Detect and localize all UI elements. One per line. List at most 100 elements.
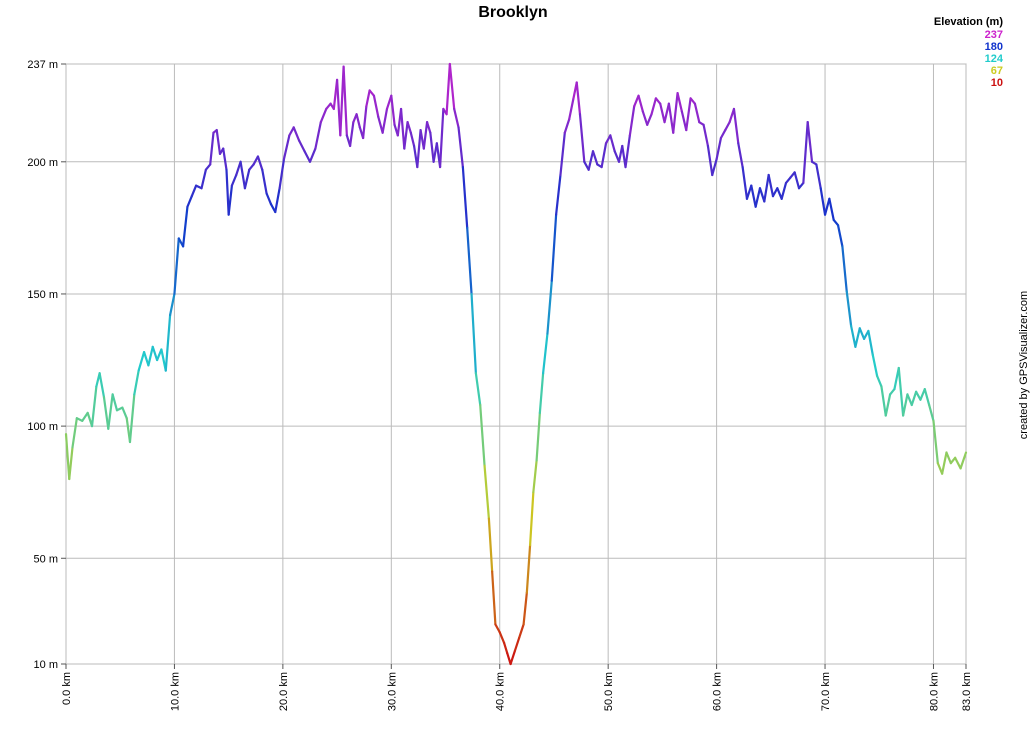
elevation-segment	[689, 97, 697, 105]
chart-title: Brooklyn	[478, 4, 547, 21]
elevation-segment	[563, 118, 571, 134]
elevation-segment	[587, 150, 595, 171]
axis-ticks: 10 m 50 m 100 m 150 m 200 m 237 m 0.0 km 10.0 k…	[27, 59, 973, 711]
elevation-segment	[128, 393, 136, 444]
elevation-segment	[348, 121, 355, 148]
elevation-segment	[438, 107, 445, 169]
elevation-segment	[932, 419, 939, 465]
x-tick-label: 10.0 km	[169, 672, 181, 711]
x-tick-label: 30.0 km	[386, 672, 398, 711]
y-tick-label: 200 m	[27, 157, 58, 169]
elevation-segment	[282, 134, 291, 161]
elevation-segment	[880, 385, 887, 417]
x-tick-label: 20.0 km	[278, 672, 290, 711]
elevation-segment	[867, 329, 874, 356]
elevation-segment	[702, 123, 710, 148]
elevation-segment	[342, 65, 348, 137]
elevation-segment	[650, 97, 657, 116]
elevation-segment	[502, 641, 509, 655]
elevation-segment	[71, 417, 78, 449]
elevation-segment	[142, 351, 150, 367]
elevation-segment	[494, 623, 501, 634]
elevation-segment	[448, 62, 456, 111]
elevation-segment	[288, 126, 295, 137]
elevation-segment	[111, 393, 119, 412]
elevation-segment	[600, 142, 608, 169]
elevation-segment	[429, 131, 435, 163]
elevation-segment	[522, 591, 528, 626]
elevation-segment	[828, 197, 835, 222]
elevation-segment	[365, 89, 371, 108]
elevation-segment	[535, 411, 541, 462]
elevation-segment	[591, 150, 599, 166]
elevation-segment	[784, 176, 792, 185]
elevation-segment	[133, 369, 140, 396]
elevation-segment	[222, 147, 228, 171]
elevation-segment	[906, 393, 913, 407]
elevation-segment	[559, 131, 566, 177]
elevation-segment	[767, 173, 775, 198]
elevation-segment	[225, 168, 230, 216]
elevation-segment	[466, 226, 473, 296]
elevation-segment	[959, 451, 968, 470]
legend-item: 180	[985, 41, 1003, 53]
elevation-segment	[737, 142, 744, 169]
legend-title: Elevation (m)	[934, 16, 1003, 28]
elevation-segment	[628, 105, 636, 137]
elevation-segment	[525, 543, 532, 594]
elevation-segment	[578, 113, 586, 163]
elevation-segment	[845, 290, 853, 327]
elevation-segment	[680, 110, 688, 132]
elevation-segment	[624, 134, 631, 169]
elevation-segment	[858, 327, 866, 340]
elevation-segment	[239, 160, 247, 190]
elevation-segment	[568, 97, 575, 121]
elevation-segment	[923, 388, 931, 407]
elevation-segment	[215, 128, 222, 155]
elevation-line	[64, 62, 968, 666]
elevation-segment	[377, 115, 384, 134]
elevation-segment	[633, 94, 640, 108]
elevation-segment	[509, 649, 517, 666]
elevation-segment	[654, 97, 662, 105]
elevation-segment	[646, 113, 653, 126]
elevation-segment	[64, 432, 71, 481]
elevation-segment	[381, 107, 389, 134]
elevation-segment	[483, 464, 490, 520]
elevation-segment	[121, 406, 128, 420]
elevation-segment	[902, 393, 909, 417]
elevation-segment	[102, 395, 110, 430]
elevation-segment	[797, 181, 805, 190]
elevation-segment	[532, 459, 538, 494]
x-tick-label: 83.0 km	[961, 672, 973, 711]
elevation-segment	[546, 279, 553, 335]
y-tick-label: 237 m	[27, 59, 58, 71]
elevation-segment	[724, 121, 731, 132]
elevation-segment	[745, 184, 753, 200]
elevation-segment	[227, 184, 234, 216]
elevation-segment	[815, 163, 822, 190]
elevation-segment	[186, 195, 193, 208]
legend-item: 124	[985, 53, 1004, 65]
elevation-segment	[754, 187, 762, 208]
elevation-segment	[763, 173, 770, 203]
elevation-segment	[98, 372, 106, 399]
elevation-segment	[871, 353, 879, 377]
elevation-segment	[575, 81, 582, 116]
elevation-segment	[368, 89, 376, 97]
elevation-segment	[854, 327, 861, 348]
elevation-segment	[928, 403, 935, 422]
elevation-segment	[416, 128, 422, 169]
elevation-segment	[409, 131, 416, 148]
elevation-segment	[945, 451, 952, 465]
elevation-segment	[403, 121, 409, 150]
elevation-segment	[884, 393, 892, 417]
legend-item: 237	[985, 29, 1003, 41]
elevation-segment	[776, 187, 783, 200]
elevation-segment	[637, 94, 644, 113]
elevation-segment	[362, 105, 368, 140]
elevation-segment	[278, 158, 286, 190]
elevation-segment	[888, 388, 896, 396]
elevation-segment	[771, 187, 779, 198]
